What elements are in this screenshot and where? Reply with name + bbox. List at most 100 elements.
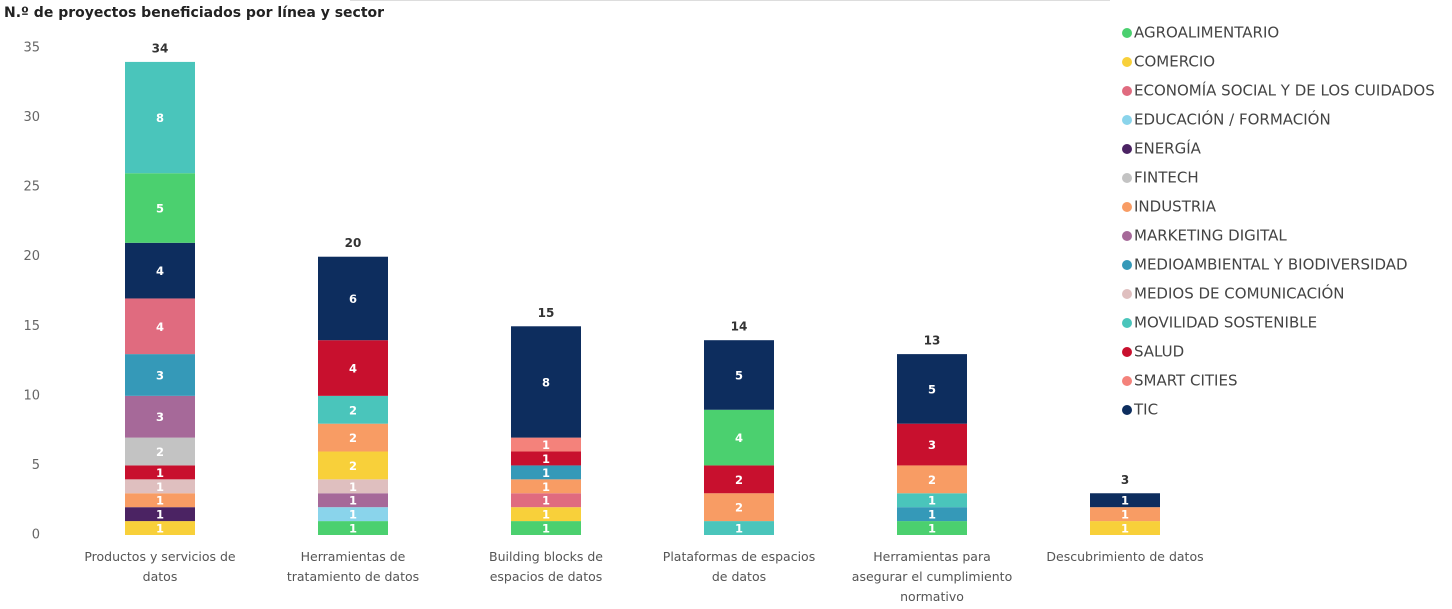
bar-segment: [511, 437, 581, 452]
legend-marker: [1122, 289, 1132, 299]
segment-label: 1: [542, 480, 550, 494]
segment-label: 1: [928, 494, 936, 508]
segment-label: 3: [156, 410, 164, 424]
y-tick-label: 35: [23, 41, 40, 56]
legend-label: MARKETING DIGITAL: [1134, 227, 1287, 245]
segment-label: 1: [156, 508, 164, 522]
x-tick-label: Building blocks de espacios de datos: [489, 549, 603, 584]
bar-segment: [1090, 521, 1160, 535]
total-label: 20: [345, 236, 362, 250]
bar-segment: [511, 465, 581, 480]
segment-label: 1: [156, 522, 164, 536]
bar-segment: [897, 507, 967, 522]
segment-label: 1: [1121, 522, 1129, 536]
bar-segment: [318, 451, 388, 480]
y-tick-label: 25: [23, 180, 40, 195]
legend-marker: [1122, 115, 1132, 125]
total-label: 15: [538, 306, 555, 320]
segment-label: 1: [542, 466, 550, 480]
bar-segment: [897, 521, 967, 535]
segment-label: 3: [156, 368, 164, 382]
segment-label: 5: [156, 202, 164, 216]
bar-segment: [511, 479, 581, 494]
legend-label: TIC: [1133, 401, 1158, 419]
segment-label: 4: [735, 431, 743, 445]
segment-label: 1: [156, 466, 164, 480]
segment-label: 2: [735, 501, 743, 515]
total-label: 3: [1121, 473, 1129, 487]
x-tick-label: Plataformas de espacios de datos: [663, 549, 815, 584]
bar-segment: [318, 479, 388, 494]
x-tick-label: Productos y servicios de datos: [84, 549, 236, 584]
bar-segment: [125, 298, 195, 355]
legend-label: AGROALIMENTARIO: [1134, 24, 1279, 42]
bar-segment: [897, 493, 967, 508]
legend-marker: [1122, 144, 1132, 154]
legend-label: EDUCACIÓN / FORMACIÓN: [1134, 110, 1331, 129]
segment-label: 1: [156, 494, 164, 508]
segment-label: 8: [156, 111, 164, 125]
y-tick-label: 10: [23, 388, 40, 403]
segment-label: 1: [542, 508, 550, 522]
bar-segment: [704, 340, 774, 410]
bar-segment: [1090, 507, 1160, 522]
segment-label: 1: [542, 438, 550, 452]
legend-marker: [1122, 231, 1132, 241]
bar-segment: [1090, 493, 1160, 508]
segment-label: 1: [349, 508, 357, 522]
legend-marker: [1122, 28, 1132, 38]
legend-label: MEDIOS DE COMUNICACIÓN: [1134, 284, 1345, 303]
y-tick-label: 30: [23, 110, 40, 125]
segment-label: 1: [928, 522, 936, 536]
bar-segment: [318, 256, 388, 341]
x-tick-label: Descubrimiento de datos: [1046, 549, 1203, 564]
legend-marker: [1122, 405, 1132, 415]
bar-segment: [511, 493, 581, 508]
bar-segment: [318, 423, 388, 452]
bar-segment: [897, 354, 967, 424]
bar-segment: [125, 437, 195, 466]
legend-marker: [1122, 86, 1132, 96]
segment-label: 1: [349, 480, 357, 494]
total-label: 14: [731, 320, 748, 334]
bar-segment: [125, 479, 195, 494]
segment-label: 1: [349, 494, 357, 508]
bar-segment: [125, 395, 195, 438]
x-tick-label: Herramientas para asegurar el cumplimient…: [852, 549, 1012, 604]
legend-label: SALUD: [1134, 343, 1184, 361]
total-label: 13: [924, 334, 941, 348]
segment-label: 1: [1121, 494, 1129, 508]
segment-label: 1: [349, 522, 357, 536]
chart-title: N.º de proyectos beneficiados por línea …: [4, 5, 384, 21]
bar-segment: [125, 507, 195, 522]
bar-segment: [511, 521, 581, 535]
bar-segment: [318, 493, 388, 508]
segment-label: 3: [928, 438, 936, 452]
bar-segment: [511, 507, 581, 522]
legend-label: COMERCIO: [1134, 53, 1215, 71]
legend-label: MEDIOAMBIENTAL Y BIODIVERSIDAD: [1134, 256, 1408, 274]
bar-segment: [704, 465, 774, 494]
legend-marker: [1122, 347, 1132, 357]
legend-label: ENERGÍA: [1134, 139, 1202, 158]
segment-label: 2: [349, 431, 357, 445]
legend-marker: [1122, 202, 1132, 212]
legend-marker: [1122, 376, 1132, 386]
bar-segment: [511, 451, 581, 466]
bar-segment: [318, 340, 388, 396]
bar-segment: [125, 354, 195, 396]
legend-marker: [1122, 173, 1132, 183]
segment-label: 1: [542, 494, 550, 508]
bar-segment: [318, 521, 388, 535]
legend-marker: [1122, 318, 1132, 328]
segment-label: 1: [156, 480, 164, 494]
bar-segment: [897, 423, 967, 466]
segment-label: 1: [542, 452, 550, 466]
segment-label: 1: [735, 522, 743, 536]
bar-segment: [125, 465, 195, 480]
bar-segment: [125, 61, 195, 174]
bar-segment: [704, 493, 774, 522]
segment-label: 1: [542, 522, 550, 536]
bar-segment: [125, 493, 195, 508]
legend-marker: [1122, 57, 1132, 67]
